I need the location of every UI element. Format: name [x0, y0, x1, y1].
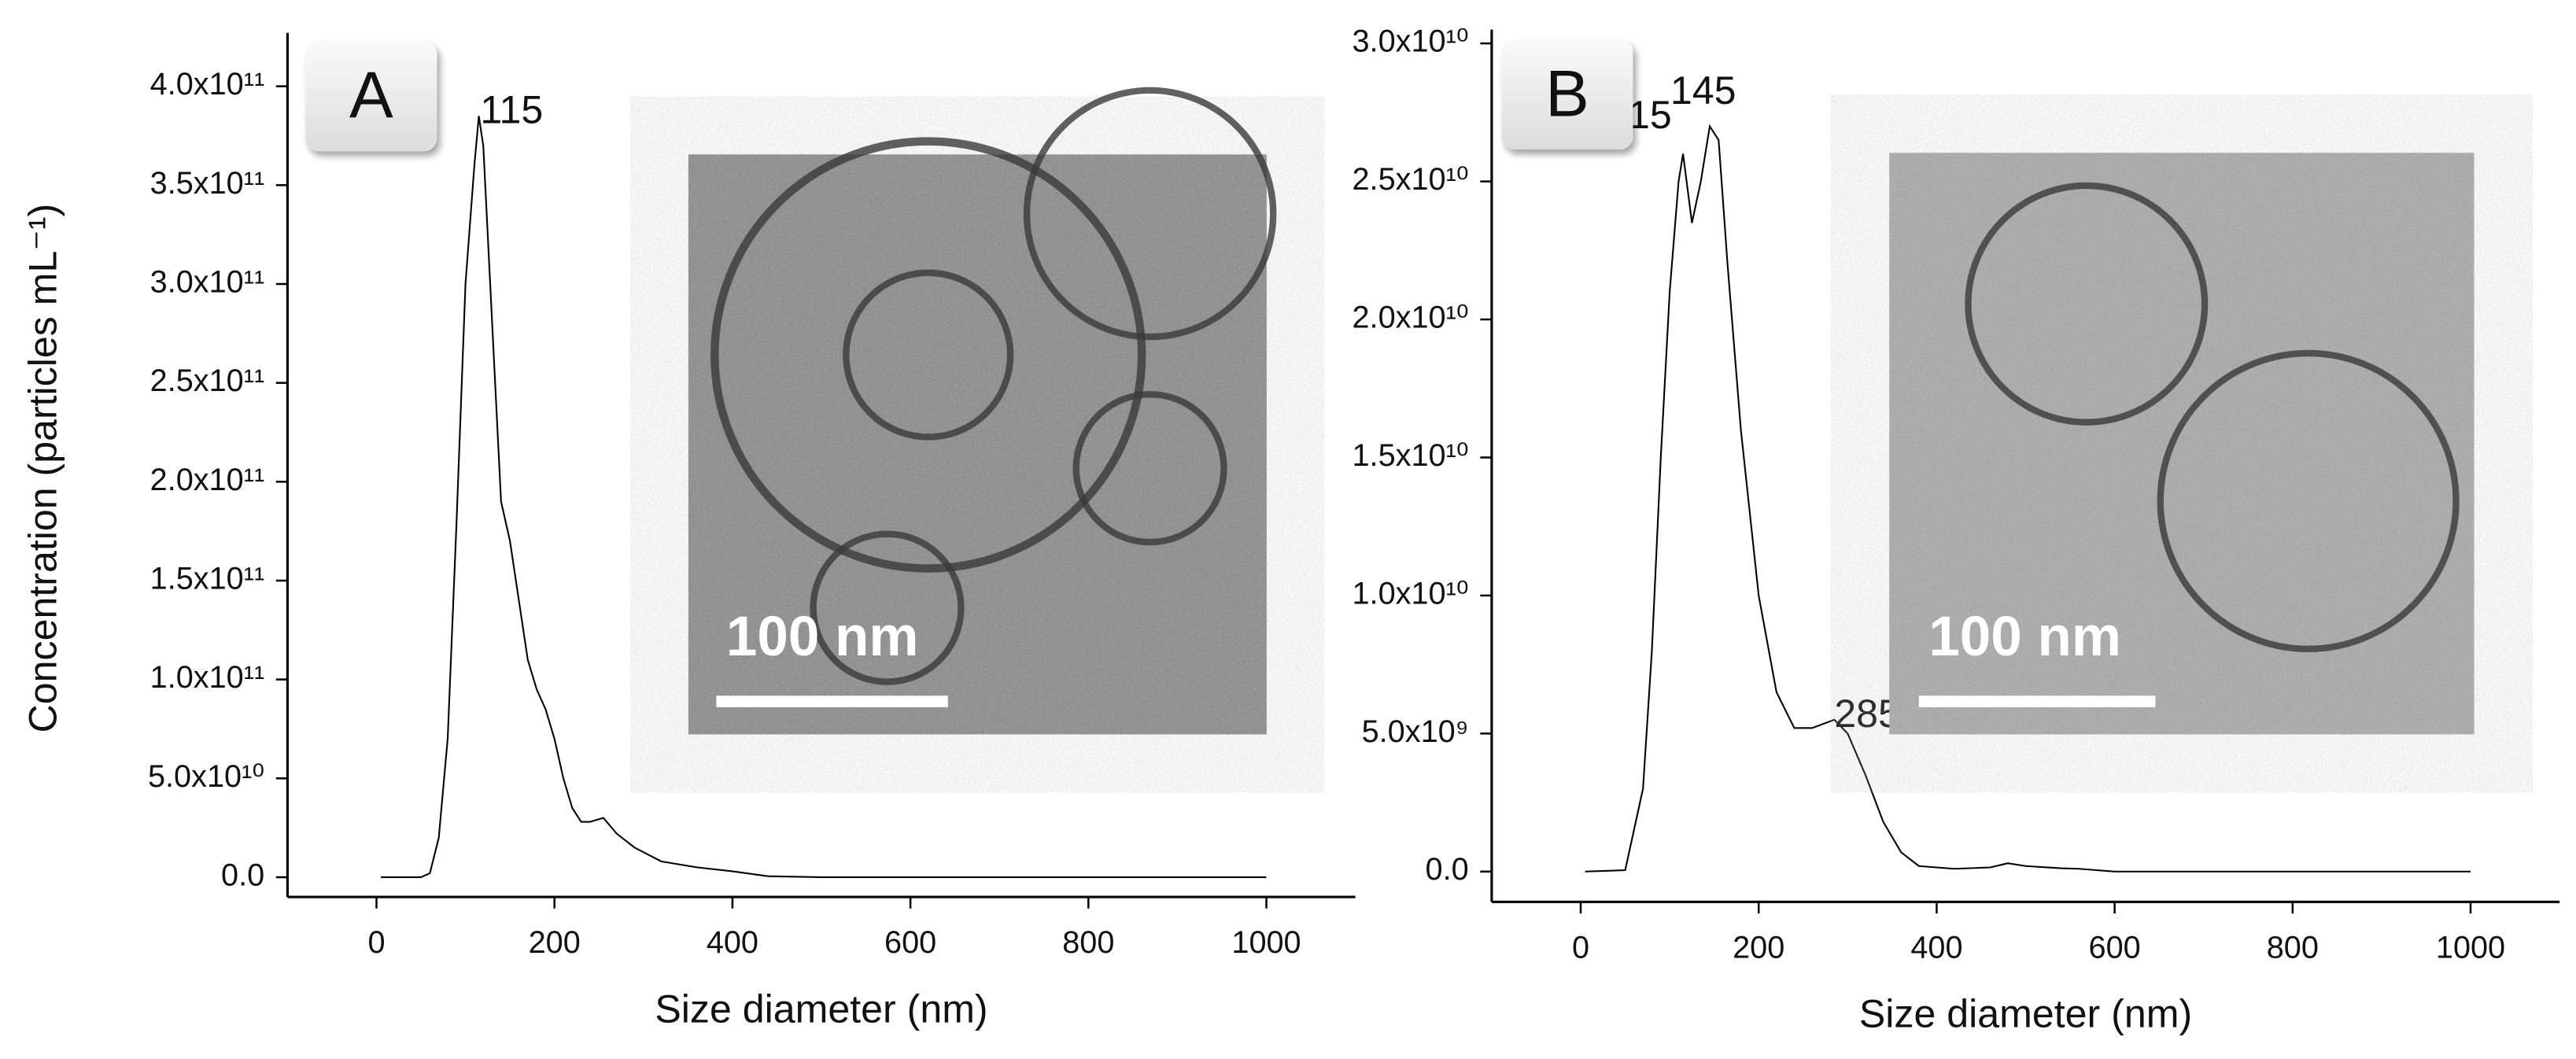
vesicle [843, 269, 1014, 441]
panel-label: A [349, 57, 393, 131]
panel: 0.0 5.0x10⁹ 1.0x10¹⁰ 1.5x10¹⁰ 2.0x10¹⁰ 2.5x10… [1353, 24, 2560, 1036]
inset-noise [1889, 153, 2475, 735]
vesicle [710, 137, 1146, 573]
scale-label: 100 nm [1928, 606, 2121, 668]
x-tick-label: 0 [367, 925, 385, 960]
y-tick-label: 1.5x10¹¹ [150, 561, 264, 596]
vesicle [810, 530, 965, 685]
y-tick-label: 5.0x10¹⁰ [148, 759, 264, 794]
peak-label: 145 [1670, 68, 1736, 113]
x-tick-label: 800 [1062, 925, 1114, 960]
x-tick-label: 600 [2089, 930, 2141, 965]
y-tick-label: 5.0x10⁹ [1362, 714, 1469, 749]
data-line [1585, 124, 2471, 873]
x-tick-label: 400 [1910, 930, 1962, 965]
x-tick-label: 600 [884, 925, 936, 960]
panel-label: B [1545, 56, 1589, 130]
y-tick-label: 4.0x10¹¹ [150, 67, 264, 101]
vesicle [1023, 87, 1277, 341]
x-tick-label: 200 [529, 925, 581, 960]
vesicle [1965, 182, 2209, 426]
x-tick-label: 1000 [2436, 930, 2505, 965]
peak-label: 285 [1834, 692, 1900, 736]
panel-box [305, 41, 437, 152]
y-tick-label: 1.0x10¹⁰ [1353, 576, 1469, 611]
x-tick-label: 200 [1733, 930, 1784, 965]
x-axis-label: Size diameter (nm) [1859, 992, 2192, 1036]
vesicle [2157, 349, 2460, 652]
y-tick-label: 2.0x10¹⁰ [1353, 301, 1469, 335]
panel-box [1501, 39, 1633, 150]
y-tick-label: 1.0x10¹¹ [150, 660, 264, 695]
x-axis-label: Size diameter (nm) [655, 987, 987, 1031]
y-tick-label: 3.0x10¹⁰ [1353, 24, 1469, 59]
y-axis-label: Concentration (particles mL⁻¹) [21, 204, 65, 733]
y-tick-label: 0.0 [1426, 852, 1469, 887]
y-tick-label: 0.0 [221, 858, 264, 892]
vesicle [1072, 390, 1227, 546]
x-tick-label: 800 [2267, 930, 2319, 965]
y-tick-label: 3.0x10¹¹ [150, 264, 264, 299]
y-tick-label: 2.5x10¹⁰ [1353, 162, 1469, 197]
data-line [381, 116, 1267, 878]
scale-label: 100 nm [726, 606, 919, 668]
x-tick-label: 0 [1572, 930, 1589, 965]
x-tick-label: 1000 [1231, 925, 1301, 960]
inset-noise [688, 154, 1267, 735]
y-tick-label: 1.5x10¹⁰ [1353, 438, 1469, 473]
y-tick-label: 2.5x10¹¹ [150, 363, 264, 398]
peak-label: 115 [480, 87, 543, 131]
x-tick-label: 400 [707, 925, 758, 960]
panel: 0.0 5.0x10¹⁰ 1.0x10¹¹ 1.5x10¹¹ 2.0x10¹¹ 2.5x1… [21, 32, 1356, 1031]
y-tick-label: 3.5x10¹¹ [150, 166, 264, 201]
y-tick-label: 2.0x10¹¹ [150, 463, 264, 497]
